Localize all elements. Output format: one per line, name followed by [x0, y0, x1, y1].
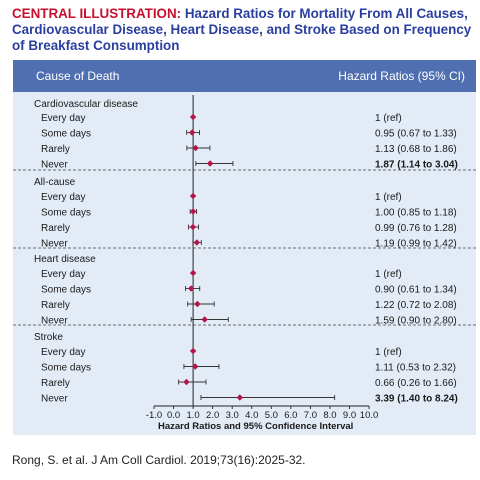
group-label: Heart disease [34, 254, 96, 265]
x-axis-title: Hazard Ratios and 95% Confidence Interva… [158, 421, 353, 432]
hr-value-text: 1.87 (1.14 to 3.04) [375, 160, 458, 171]
x-tick-label: 7.0 [304, 410, 317, 421]
x-tick-label: 1.0 [186, 410, 199, 421]
hr-point-marker [194, 300, 201, 308]
x-tick-label: 10.0 [360, 410, 379, 421]
row-label: Some days [41, 129, 91, 140]
hr-point-marker [183, 378, 190, 386]
hr-point-marker [189, 269, 197, 277]
row-label: Never [41, 160, 68, 171]
hr-point-marker [187, 285, 195, 292]
group-label: Stroke [34, 332, 63, 343]
row-label: Never [41, 239, 68, 250]
title-lead: CENTRAL ILLUSTRATION: [12, 6, 182, 21]
hr-value-text: 1 (ref) [375, 347, 402, 358]
hr-value-text: 1.13 (0.68 to 1.86) [375, 144, 457, 155]
row-label: Never [41, 394, 68, 405]
hr-point-marker [188, 129, 196, 136]
hr-point-marker [206, 160, 214, 167]
row-label: Every day [41, 113, 85, 124]
x-tick-label: 2.0 [206, 410, 219, 421]
hr-value-text: 0.66 (0.26 to 1.66) [375, 378, 457, 389]
hr-point-marker [189, 208, 197, 215]
hr-value-text: 1 (ref) [375, 269, 402, 280]
hr-value-text: 1.00 (0.85 to 1.18) [375, 208, 457, 219]
row-label: Rarely [41, 300, 70, 311]
hr-value-text: 0.90 (0.61 to 1.34) [375, 285, 457, 296]
x-tick-label: 4.0 [245, 410, 258, 421]
row-label: Rarely [41, 144, 70, 155]
hr-value-text: 1.11 (0.53 to 2.32) [375, 363, 456, 374]
row-label: Never [41, 316, 68, 327]
forest-plot-panel: Cause of Death Hazard Ratios (95% CI) [13, 60, 476, 435]
hr-value-text: 1.59 (0.90 to 2.80) [375, 316, 457, 327]
cause-column-header: Cause of Death [36, 69, 120, 83]
row-label: Every day [41, 192, 85, 203]
group-label: Cardiovascular disease [34, 99, 138, 110]
hr-value-text: 1.19 (0.99 to 1.42) [375, 239, 457, 250]
hr-point-marker [192, 144, 199, 152]
hr-point-marker [193, 239, 201, 246]
hr-point-marker [201, 316, 208, 323]
hr-value-text: 1.22 (0.72 to 2.08) [375, 300, 457, 311]
row-label: Some days [41, 363, 91, 374]
hr-value-text: 0.99 (0.76 to 1.28) [375, 223, 457, 234]
title-text: Hazard Ratios for Mortality From All Cau… [12, 6, 472, 53]
x-tick-label: 8.0 [323, 410, 336, 421]
hr-point-marker [189, 347, 197, 355]
hr-point-marker [189, 192, 197, 200]
hr-value-text: 1 (ref) [375, 192, 402, 203]
x-tick-label: 6.0 [284, 410, 297, 421]
hr-point-marker [189, 223, 197, 231]
x-tick-label: 5.0 [265, 410, 278, 421]
x-tick-label: 0.0 [167, 410, 180, 421]
hr-value-text: 3.39 (1.40 to 8.24) [375, 394, 458, 405]
row-label: Rarely [41, 378, 70, 389]
hr-value-text: 1 (ref) [375, 113, 402, 124]
hr-point-marker [192, 363, 199, 370]
hr-point-marker [236, 394, 244, 401]
hr-column-header: Hazard Ratios (95% CI) [338, 69, 465, 83]
row-label: Every day [41, 347, 85, 358]
row-label: Some days [41, 208, 91, 219]
x-tick-label: 3.0 [226, 410, 239, 421]
hr-point-marker [189, 113, 197, 121]
group-label: All-cause [34, 177, 76, 188]
hr-value-text: 0.95 (0.67 to 1.33) [375, 129, 457, 140]
x-tick-label: 9.0 [343, 410, 356, 421]
citation: Rong, S. et al. J Am Coll Cardiol. 2019;… [12, 453, 306, 467]
row-label: Rarely [41, 223, 70, 234]
table-header: Cause of Death Hazard Ratios (95% CI) [13, 60, 476, 92]
x-tick-label: -1.0 [146, 410, 162, 421]
row-label: Some days [41, 285, 91, 296]
figure-title: CENTRAL ILLUSTRATION: Hazard Ratios for … [12, 6, 474, 54]
row-label: Every day [41, 269, 85, 280]
